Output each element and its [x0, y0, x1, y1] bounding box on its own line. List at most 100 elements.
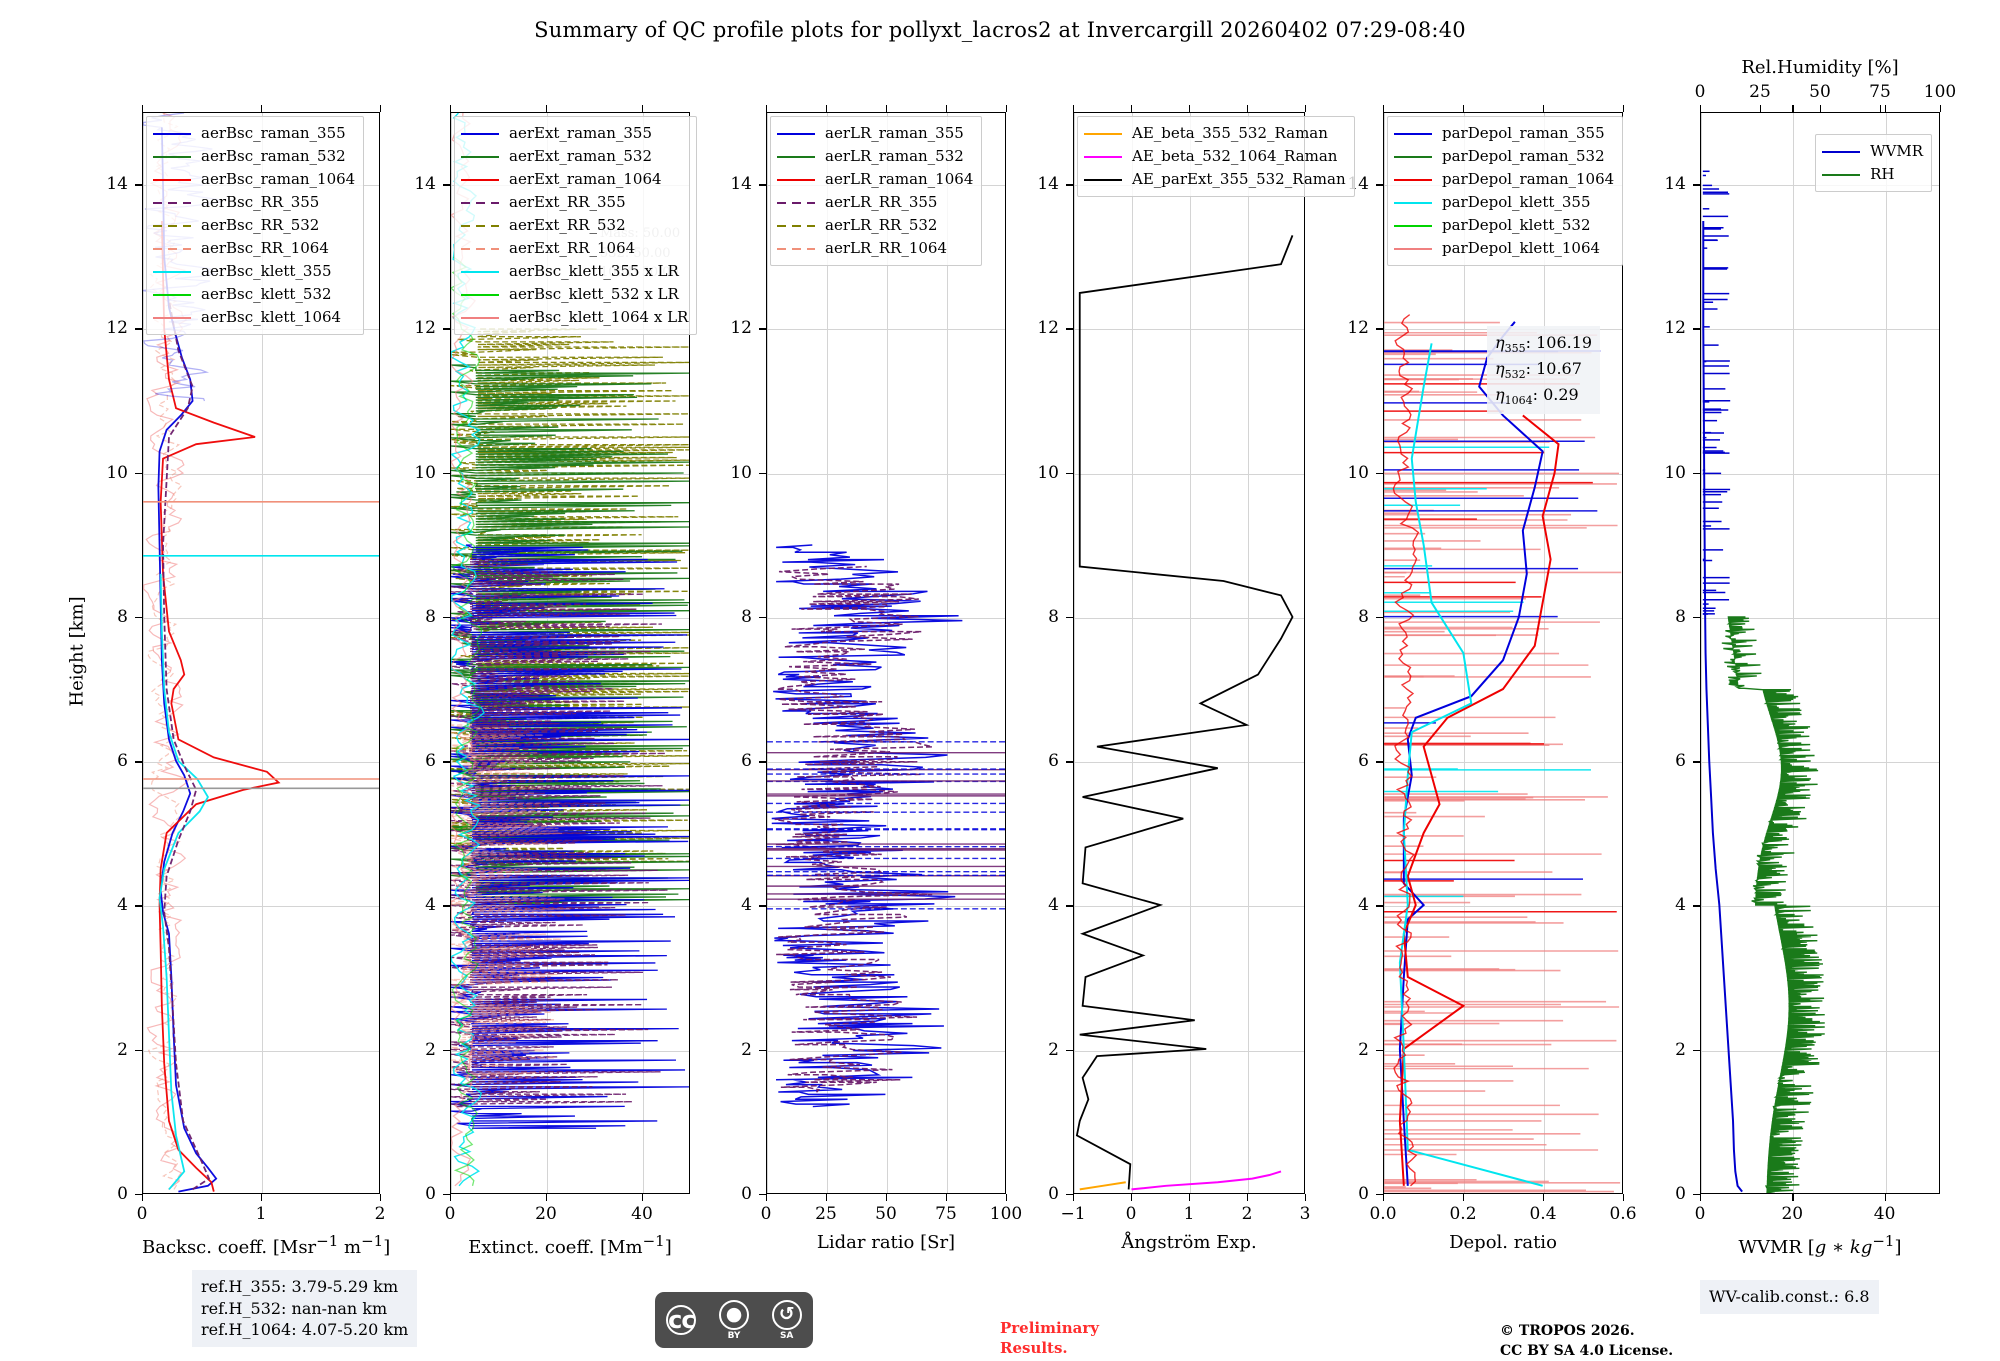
- y-tick: [1376, 1194, 1383, 1196]
- y-tick: [135, 472, 142, 475]
- top-axis-title: Rel.Humidity [%]: [1741, 57, 1899, 78]
- legend-item[interactable]: aerBsc_raman_355: [153, 122, 355, 145]
- legend-item[interactable]: aerBsc_klett_1064 x LR: [461, 306, 688, 329]
- plot-area-lidarratio: [766, 112, 1006, 1194]
- y-axis-title: Height [km]: [66, 596, 88, 707]
- legend-item[interactable]: AE_beta_532_1064_Raman: [1084, 145, 1346, 168]
- y-tick: [1066, 616, 1073, 619]
- legend-item[interactable]: aerExt_RR_355: [461, 191, 688, 214]
- y-tick-label: 8: [1358, 606, 1369, 627]
- legend-item[interactable]: aerExt_RR_1064: [461, 237, 688, 260]
- y-tick: [443, 328, 450, 330]
- y-tick-label: 14: [106, 174, 128, 195]
- y-tick: [135, 184, 142, 186]
- top-tick-label: 100: [1923, 82, 1957, 102]
- legend-item[interactable]: aerLR_raman_1064: [777, 168, 973, 191]
- y-tick: [759, 616, 766, 619]
- x-tick: [380, 1194, 382, 1201]
- x-tick: [1792, 1194, 1794, 1201]
- legend-item[interactable]: parDepol_raman_355: [1394, 122, 1614, 145]
- legend-wvmr[interactable]: WVMR RH: [1815, 134, 1932, 192]
- y-tick-label: 0: [1675, 1184, 1686, 1204]
- y-tick-label: 2: [425, 1039, 436, 1060]
- y-tick-label: 4: [741, 895, 752, 916]
- plot-area-wvmr: [1700, 112, 1940, 1194]
- x-tick: [826, 1194, 828, 1201]
- legend-item[interactable]: AE_parExt_355_532_Raman: [1084, 168, 1346, 191]
- x-tick-top: [142, 105, 144, 112]
- preliminary-line: Results.: [1000, 1339, 1068, 1358]
- data-curve: [451, 544, 689, 1129]
- gridline-horizontal: [1701, 617, 1939, 619]
- legend-lidarratio[interactable]: aerLR_raman_355 aerLR_raman_532 aerLR_rama…: [770, 116, 983, 266]
- x-tick-label: 0: [1125, 1204, 1137, 1224]
- legend-item[interactable]: aerBsc_klett_355: [153, 260, 355, 283]
- legend-item[interactable]: aerBsc_klett_1064: [153, 306, 355, 329]
- legend-item[interactable]: aerBsc_raman_1064: [153, 168, 355, 191]
- data-curve: [1075, 235, 1294, 1190]
- x-tick: [1006, 1194, 1008, 1201]
- legend-extinction[interactable]: aerExt_raman_355 aerExt_raman_532 aerExt_r…: [454, 116, 698, 335]
- legend-item[interactable]: aerExt_raman_532: [461, 145, 688, 168]
- legend-item[interactable]: WVMR: [1822, 140, 1923, 163]
- legend-label: parDepol_klett_1064: [1442, 239, 1601, 257]
- legend-item[interactable]: AE_beta_355_532_Raman: [1084, 122, 1346, 145]
- x-tick-label: 3: [1299, 1204, 1311, 1224]
- x-tick-top: [380, 105, 382, 112]
- data-curve: [162, 299, 211, 1191]
- x-axis-title-backscatter: Backsc. coeff. [Msr−1 m−1]: [142, 1232, 391, 1258]
- x-tick-top: [766, 105, 768, 112]
- gridline-horizontal: [1701, 473, 1939, 475]
- legend-item[interactable]: parDepol_raman_532: [1394, 145, 1614, 168]
- cc-sa-icon: ↺ SA: [760, 1299, 813, 1341]
- legend-item[interactable]: aerBsc_klett_532 x LR: [461, 283, 688, 306]
- legend-item[interactable]: aerBsc_RR_355: [153, 191, 355, 214]
- panel-backscatter: 0 2 4 6 8 10 12 14 0 1 2 Backsc. coeff. [Msr−1 m−1]…: [106, 105, 390, 1258]
- legend-item[interactable]: parDepol_klett_1064: [1394, 237, 1614, 260]
- legend-item[interactable]: aerLR_RR_1064: [777, 237, 973, 260]
- legend-item[interactable]: aerBsc_RR_1064: [153, 237, 355, 260]
- cc-license-badge[interactable]: cc ● BY ↺ SA: [655, 1292, 813, 1348]
- gridline-horizontal: [1074, 617, 1304, 619]
- y-tick: [1693, 1049, 1700, 1052]
- legend-item[interactable]: RH: [1822, 163, 1923, 186]
- data-curve: [451, 558, 668, 1108]
- legend-label: aerBsc_raman_355: [201, 124, 346, 142]
- legend-item[interactable]: aerLR_raman_355: [777, 122, 973, 145]
- legend-angstrom[interactable]: AE_beta_355_532_Raman AE_beta_532_1064_Ra…: [1077, 116, 1355, 197]
- legend-item[interactable]: aerExt_raman_355: [461, 122, 688, 145]
- gridline-vertical: [1248, 113, 1249, 1193]
- legend-item[interactable]: aerLR_raman_532: [777, 145, 973, 168]
- data-curve: [771, 544, 963, 1108]
- legend-item[interactable]: aerLR_RR_532: [777, 214, 973, 237]
- data-curve: [1079, 1181, 1126, 1191]
- legend-item[interactable]: aerBsc_RR_532: [153, 214, 355, 237]
- x-tick: [1700, 1194, 1702, 1201]
- x-axis-title-extinction: Extinct. coeff. [Mm−1]: [468, 1232, 672, 1258]
- x-tick: [1305, 1194, 1307, 1201]
- y-tick: [1376, 472, 1383, 475]
- x-tick-label: 50: [875, 1204, 897, 1224]
- top-tick-label: 25: [1749, 82, 1771, 102]
- legend-item[interactable]: aerBsc_raman_532: [153, 145, 355, 168]
- x-tick: [766, 1194, 768, 1201]
- gridline-vertical: [767, 113, 768, 1193]
- preliminary-results-watermark: Preliminary Results.: [1000, 1318, 1099, 1359]
- legend-item[interactable]: aerBsc_klett_532: [153, 283, 355, 306]
- x-tick-label: 1: [1183, 1204, 1195, 1224]
- legend-item[interactable]: parDepol_klett_532: [1394, 214, 1614, 237]
- legend-item[interactable]: parDepol_klett_355: [1394, 191, 1614, 214]
- copyright-notice: © TROPOS 2026. CC BY SA 4.0 License.: [1500, 1322, 1673, 1361]
- legend-depol[interactable]: parDepol_raman_355 parDepol_raman_532 parD…: [1387, 116, 1624, 266]
- y-tick: [443, 1049, 450, 1052]
- legend-item[interactable]: aerExt_raman_1064: [461, 168, 688, 191]
- legend-item[interactable]: aerBsc_klett_355 x LR: [461, 260, 688, 283]
- legend-backscatter[interactable]: aerBsc_raman_355 aerBsc_raman_532 aerBsc_r…: [146, 116, 365, 335]
- legend-item[interactable]: aerExt_RR_532: [461, 214, 688, 237]
- y-tick-label: 10: [1664, 462, 1686, 483]
- gridline-vertical: [1793, 113, 1795, 1193]
- legend-item[interactable]: parDepol_raman_1064: [1394, 168, 1614, 191]
- y-tick-label: 6: [117, 751, 128, 772]
- x-tick: [886, 1194, 888, 1201]
- legend-item[interactable]: aerLR_RR_355: [777, 191, 973, 214]
